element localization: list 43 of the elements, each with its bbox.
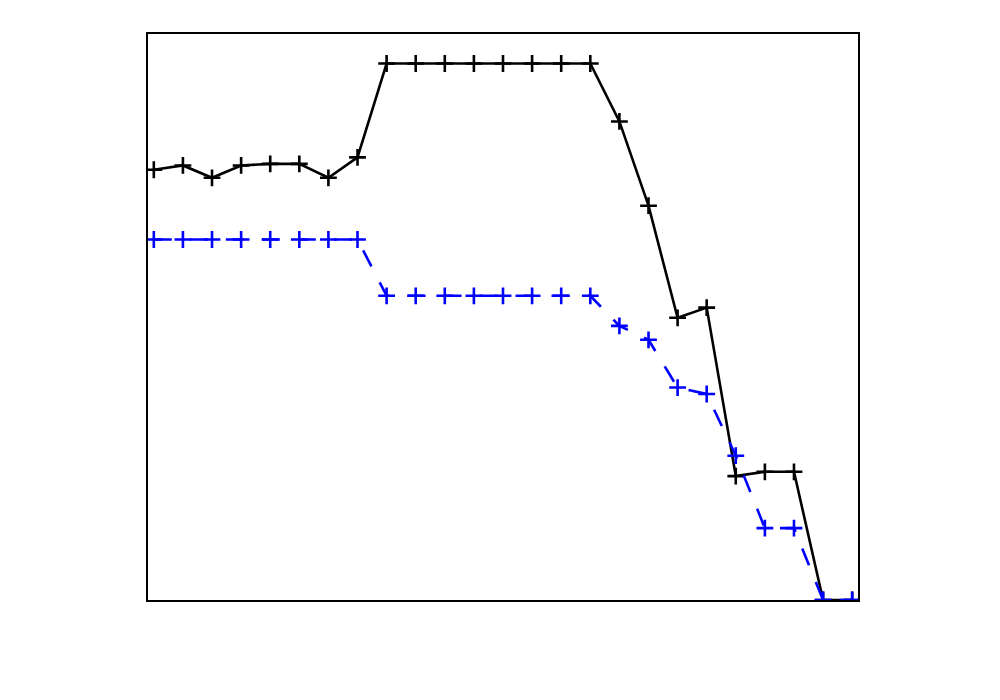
point <box>551 286 571 306</box>
point <box>580 286 600 306</box>
point <box>755 462 775 482</box>
point <box>202 168 222 188</box>
point <box>493 53 513 74</box>
point <box>289 154 310 174</box>
point <box>522 286 542 306</box>
point <box>551 53 571 74</box>
point <box>435 286 455 306</box>
point <box>347 229 368 250</box>
point <box>522 53 542 74</box>
point <box>667 308 688 328</box>
point <box>173 229 193 250</box>
point <box>493 286 513 306</box>
point <box>376 286 397 306</box>
point <box>696 297 717 318</box>
point <box>696 384 717 404</box>
point <box>638 195 659 216</box>
point <box>289 229 310 250</box>
point <box>260 229 280 250</box>
point <box>609 111 630 132</box>
point <box>667 377 688 398</box>
point <box>260 154 280 174</box>
point <box>406 53 426 74</box>
point <box>609 316 630 336</box>
point <box>784 518 804 538</box>
point <box>202 229 222 250</box>
point <box>318 168 339 188</box>
point <box>231 229 251 250</box>
point <box>231 155 251 176</box>
point <box>376 53 397 74</box>
point <box>726 466 746 486</box>
point <box>173 155 193 176</box>
point <box>435 53 455 74</box>
point <box>464 286 484 306</box>
point <box>318 229 339 250</box>
point <box>726 445 746 466</box>
point <box>638 330 659 350</box>
point <box>347 147 368 168</box>
point <box>580 53 600 74</box>
point <box>784 462 804 482</box>
point <box>755 518 775 538</box>
point <box>464 53 484 74</box>
